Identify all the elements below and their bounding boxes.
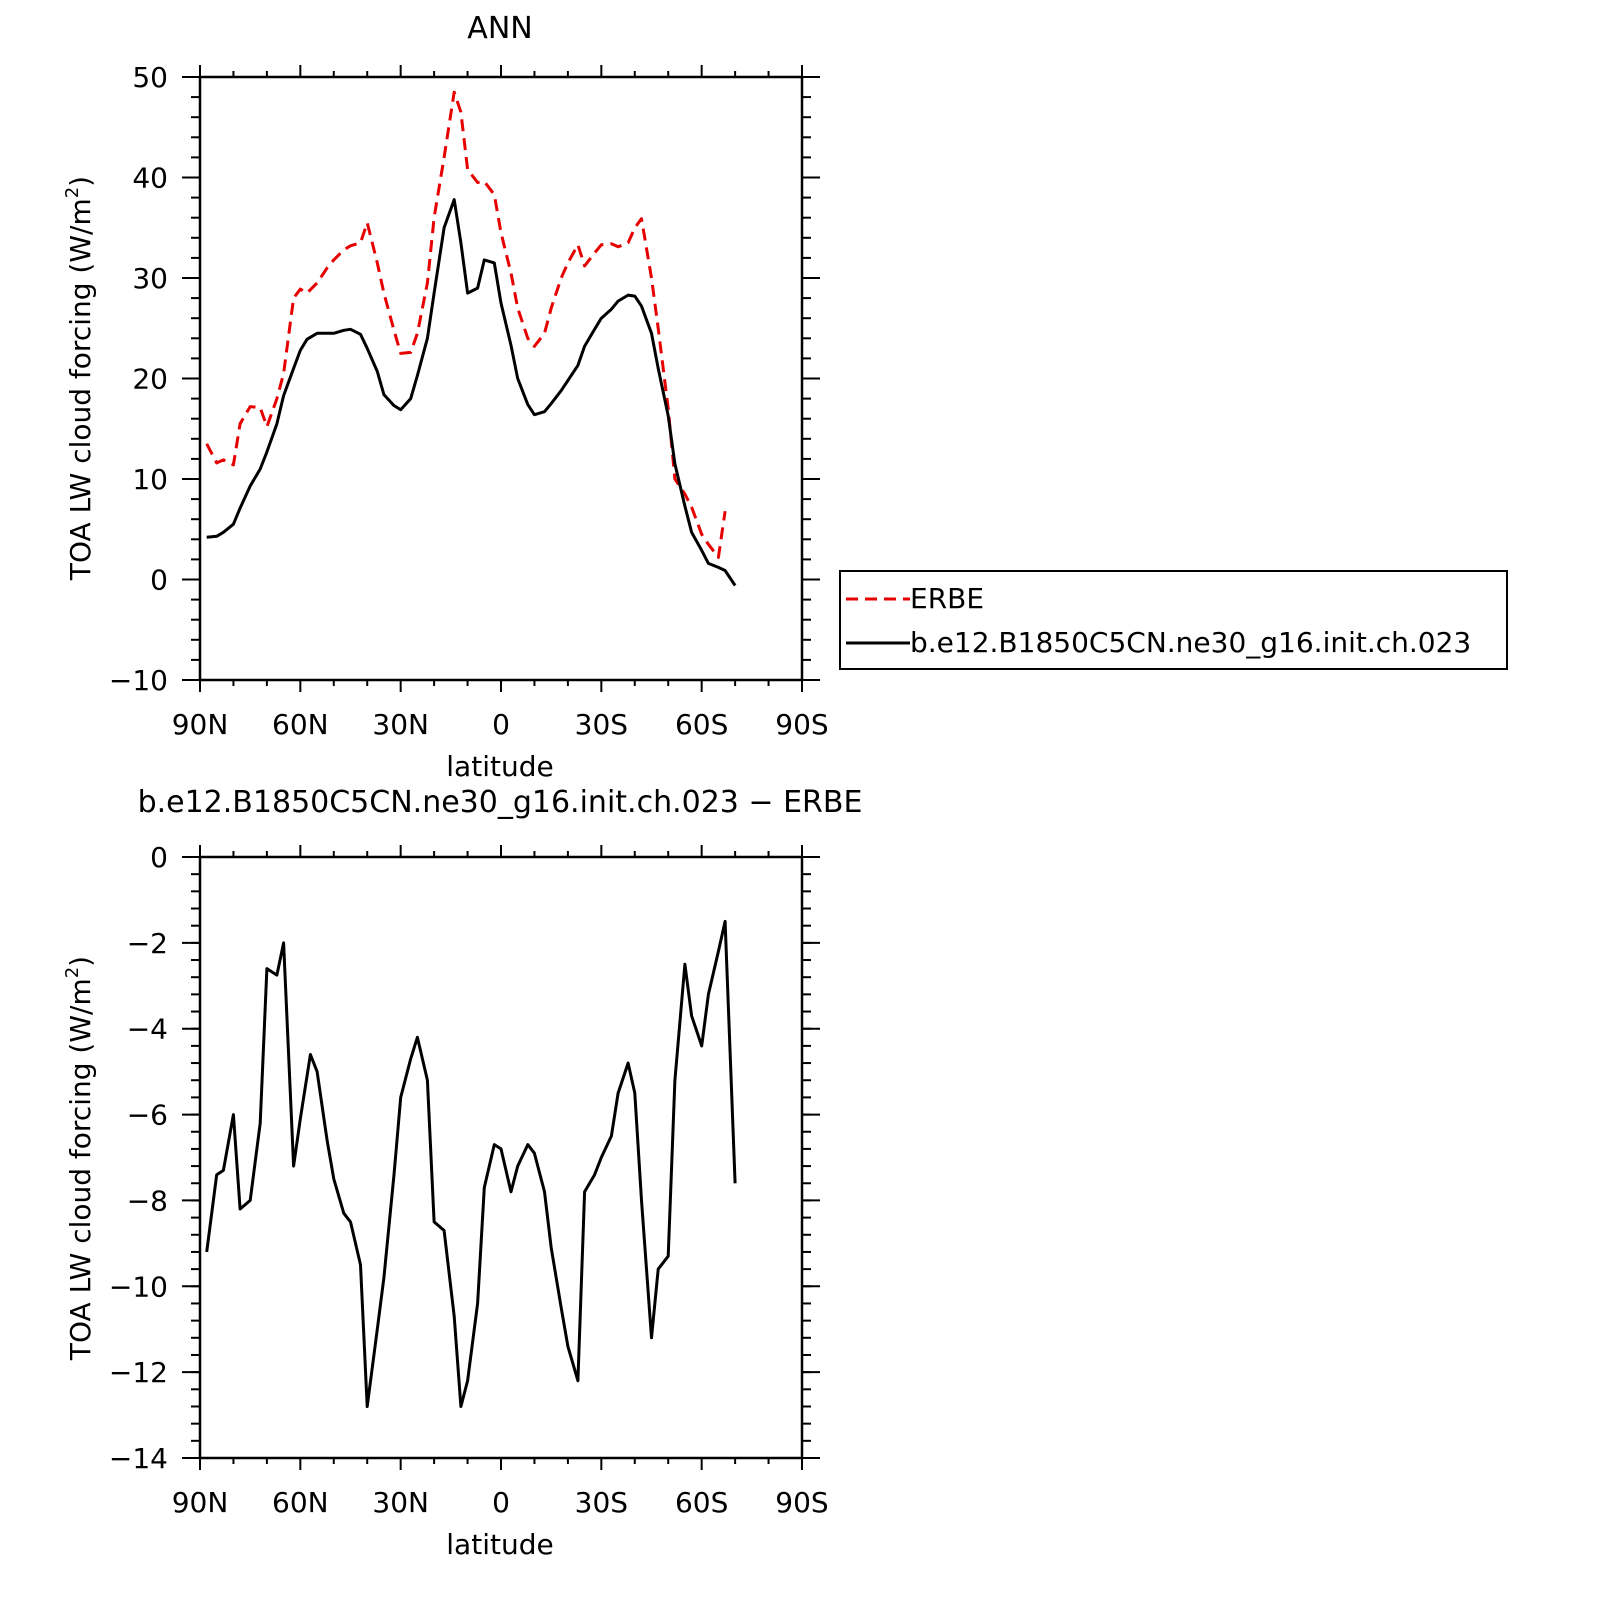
top-panel-ylabel: TOA LW cloud forcing (W/m2) — [62, 176, 97, 581]
top-ytick-label: 0 — [150, 564, 168, 597]
legend-label-model: b.e12.B1850C5CN.ne30_g16.init.ch.023 — [910, 626, 1471, 659]
top-ytick-label: 10 — [132, 463, 168, 496]
bottom-ytick-label: 0 — [150, 841, 168, 874]
bottom-xtick-label: 30S — [575, 1486, 628, 1519]
bottom-ytick-label: −8 — [127, 1184, 168, 1217]
top-panel-title: ANN — [467, 11, 532, 46]
bottom-panel-ylabel-close: ) — [64, 956, 97, 967]
bottom-ytick-label: −2 — [127, 927, 168, 960]
top-ytick-label: 20 — [132, 363, 168, 396]
bottom-panel: b.e12.B1850C5CN.ne30_g16.init.ch.023 − E… — [62, 785, 862, 1561]
bottom-ytick-label: −6 — [127, 1099, 168, 1132]
bottom-ytick-label: −4 — [127, 1013, 168, 1046]
bottom-panel-title: b.e12.B1850C5CN.ne30_g16.init.ch.023 − E… — [138, 785, 863, 820]
legend-box — [839, 570, 1508, 670]
top-xtick-label: 90N — [172, 708, 229, 741]
top-ytick-label: 50 — [132, 61, 168, 94]
bottom-panel-ylabel-text: TOA LW cloud forcing (W/m — [64, 978, 97, 1361]
top-xtick-label: 90S — [775, 708, 828, 741]
bottom-panel-frame — [198, 855, 804, 1460]
top-panel-xlabel: latitude — [446, 750, 553, 783]
top-series-line-1 — [206, 198, 737, 587]
bottom-xtick-label: 60S — [675, 1486, 728, 1519]
bottom-ytick-label: −12 — [109, 1356, 168, 1389]
bottom-panel-axes: 90N 60N 30N 0 30S 60S 90S −14 −12 −10 −8 −6 −4 −2 0 — [109, 841, 829, 1519]
top-ytick-label: 30 — [132, 262, 168, 295]
bottom-xtick-label: 30N — [372, 1486, 429, 1519]
bottom-ytick-label: −10 — [109, 1270, 168, 1303]
bottom-xtick-label: 90S — [775, 1486, 828, 1519]
bottom-panel-series — [205, 919, 737, 1408]
bottom-xtick-label: 60N — [272, 1486, 329, 1519]
top-xtick-label: 60N — [272, 708, 329, 741]
top-panel-ylabel-sup: 2 — [62, 187, 83, 198]
top-xtick-label: 0 — [492, 708, 510, 741]
top-panel-ylabel-close: ) — [64, 176, 97, 187]
top-ytick-label: 40 — [132, 162, 168, 195]
bottom-xtick-label: 0 — [492, 1486, 510, 1519]
bottom-xtick-label: 90N — [172, 1486, 229, 1519]
top-panel-ylabel-text: TOA LW cloud forcing (W/m — [64, 198, 97, 581]
bottom-panel-ylabel: TOA LW cloud forcing (W/m2) — [62, 956, 97, 1361]
bottom-series-line-0 — [205, 919, 737, 1408]
top-xtick-label: 30S — [575, 708, 628, 741]
bottom-ytick-label: −14 — [109, 1442, 168, 1475]
top-panel: ANN 90N 60N 30N 0 30S 60S 90S −10 0 10 20 30 40 50 la… — [62, 11, 1508, 783]
top-ytick-label: −10 — [109, 664, 168, 697]
top-panel-frame — [198, 75, 804, 682]
legend-label-erbe: ERBE — [910, 582, 984, 615]
top-series-line-0 — [205, 90, 727, 559]
bottom-panel-ylabel-sup: 2 — [62, 967, 83, 978]
top-panel-axes: 90N 60N 30N 0 30S 60S 90S −10 0 10 20 30 40 50 — [109, 61, 829, 741]
top-xtick-label: 60S — [675, 708, 728, 741]
legend: ERBE b.e12.B1850C5CN.ne30_g16.init.ch.02… — [839, 570, 1508, 670]
top-panel-series — [205, 90, 737, 587]
top-xtick-label: 30N — [372, 708, 429, 741]
bottom-panel-xlabel: latitude — [446, 1528, 553, 1561]
